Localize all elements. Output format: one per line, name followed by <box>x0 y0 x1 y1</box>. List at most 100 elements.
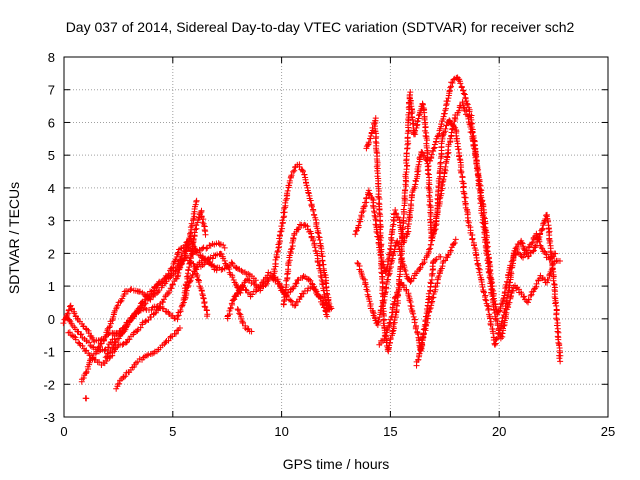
x-axis-label: GPS time / hours <box>282 456 390 472</box>
data-point <box>392 207 399 214</box>
data-point <box>80 375 87 382</box>
data-point <box>448 79 455 86</box>
data-point <box>109 345 116 352</box>
data-point <box>295 225 302 232</box>
trace-11 <box>280 221 330 315</box>
trace-17 <box>180 207 209 303</box>
data-point <box>66 317 73 324</box>
data-point <box>365 187 372 194</box>
trace-4 <box>82 395 90 402</box>
data-point <box>468 126 475 133</box>
data-point <box>229 274 236 281</box>
data-point <box>300 290 307 297</box>
data-point <box>521 293 528 300</box>
data-point <box>550 277 557 284</box>
data-point <box>235 307 242 314</box>
data-point <box>242 286 249 293</box>
data-point <box>288 172 295 179</box>
data-point <box>500 296 507 303</box>
x-tick-label: 15 <box>383 424 397 439</box>
data-point <box>428 280 435 287</box>
data-point <box>289 242 296 249</box>
data-point <box>530 248 537 255</box>
data-point <box>116 380 123 387</box>
data-point <box>424 137 431 144</box>
data-point <box>114 302 121 309</box>
data-point <box>491 341 498 348</box>
data-point <box>513 244 520 251</box>
data-point <box>487 280 494 287</box>
data-point <box>177 306 184 313</box>
data-point <box>230 296 237 303</box>
trace-18 <box>197 250 244 296</box>
data-point <box>87 342 94 349</box>
data-point <box>148 314 155 321</box>
data-point <box>101 347 108 354</box>
data-point <box>312 287 319 294</box>
data-point <box>437 160 444 167</box>
data-point <box>143 352 150 359</box>
data-point <box>366 298 373 305</box>
data-point <box>437 253 444 260</box>
data-point <box>237 289 244 296</box>
data-point <box>491 307 498 314</box>
data-point <box>452 236 459 243</box>
data-point <box>248 328 255 335</box>
data-point <box>412 127 419 134</box>
data-point <box>209 255 216 262</box>
data-point <box>485 305 492 312</box>
data-point <box>432 222 439 229</box>
data-point <box>390 301 397 308</box>
data-point <box>402 267 409 274</box>
data-point <box>83 368 90 375</box>
data-point <box>439 132 446 139</box>
data-point <box>82 347 89 354</box>
data-point <box>305 190 312 197</box>
trace-2 <box>65 197 200 369</box>
data-point <box>238 267 245 274</box>
data-point <box>179 257 186 264</box>
data-point <box>281 205 288 212</box>
data-point <box>442 125 449 132</box>
data-point <box>481 289 488 296</box>
data-point <box>306 276 313 283</box>
data-point <box>352 228 359 235</box>
data-point <box>399 224 406 231</box>
data-point <box>195 276 202 283</box>
data-point <box>67 302 74 309</box>
data-point <box>539 225 546 232</box>
data-point <box>457 167 464 174</box>
data-point <box>191 268 198 275</box>
data-point <box>480 288 487 295</box>
data-point <box>367 302 374 309</box>
data-point <box>538 244 545 251</box>
data-point <box>377 252 384 259</box>
data-point <box>185 266 192 273</box>
data-point <box>425 296 432 303</box>
data-point <box>315 233 322 240</box>
data-point <box>320 261 327 268</box>
data-point <box>551 293 558 300</box>
data-point <box>472 154 479 161</box>
data-point <box>204 313 211 320</box>
data-point <box>428 299 435 306</box>
data-point <box>193 197 200 204</box>
data-point <box>126 336 133 343</box>
data-point <box>427 279 434 286</box>
data-point <box>284 187 291 194</box>
data-point <box>201 222 208 229</box>
data-point <box>292 280 299 287</box>
data-point <box>469 236 476 243</box>
data-point <box>521 247 528 254</box>
data-point <box>264 272 271 279</box>
data-point <box>131 313 138 320</box>
y-tick-label: 0 <box>48 312 55 327</box>
data-point <box>498 301 505 308</box>
data-point <box>479 219 486 226</box>
data-point <box>291 167 298 174</box>
data-point <box>307 197 314 204</box>
data-point <box>86 339 93 346</box>
data-point <box>424 170 431 177</box>
data-point <box>529 239 536 246</box>
data-point <box>314 259 321 266</box>
